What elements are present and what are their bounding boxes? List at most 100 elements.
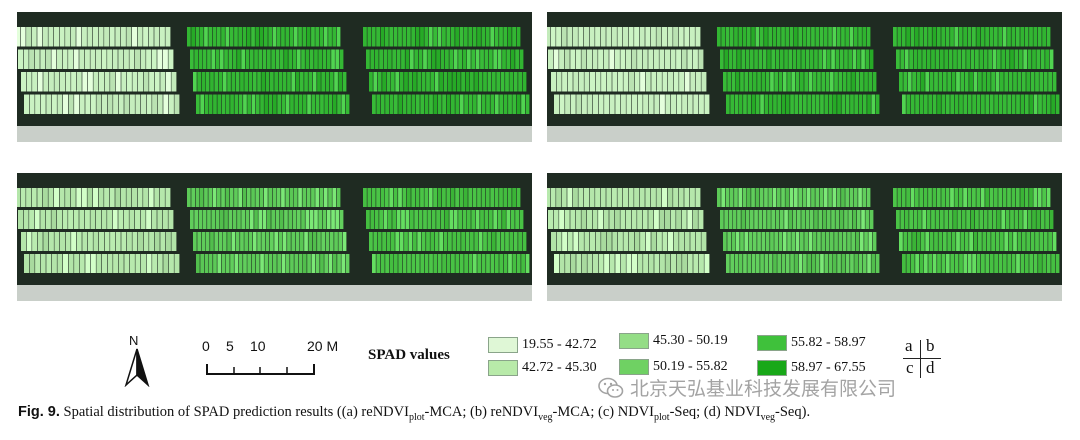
plot-cell	[634, 188, 640, 207]
plot-cell	[487, 232, 492, 251]
plot-cell	[938, 232, 943, 251]
plot-cell	[26, 232, 32, 251]
plot-cell	[334, 232, 338, 251]
plot-cell	[923, 254, 928, 273]
plot-cell	[374, 49, 379, 69]
plot-cell	[472, 188, 477, 207]
plot-cell	[919, 188, 924, 207]
plot-cell	[149, 232, 155, 251]
plot-cell	[468, 254, 473, 273]
plot-cell	[407, 94, 411, 114]
plot-cell	[671, 94, 676, 114]
plot-cell	[503, 94, 508, 114]
plot-cell	[463, 27, 468, 47]
plot-cell	[462, 210, 467, 229]
plot-cell	[935, 210, 940, 229]
plot-cell	[931, 210, 935, 229]
plot-cell	[204, 254, 209, 273]
plot-cell	[307, 94, 311, 114]
plot-cell	[325, 232, 330, 251]
plot-cell	[1010, 49, 1014, 69]
plot-grid-d	[547, 188, 1062, 301]
plot-cell	[525, 94, 530, 114]
plot-cell	[285, 254, 290, 273]
plot-cell	[994, 94, 998, 114]
plot-cell	[468, 27, 473, 47]
plot-cell	[259, 188, 264, 207]
plot-cell	[409, 210, 414, 229]
plot-cell	[547, 188, 550, 207]
plot-cell	[314, 210, 318, 229]
plot-cell	[665, 254, 671, 273]
plot-cell	[838, 72, 843, 92]
plot-cell	[871, 94, 876, 114]
plot-cell	[620, 254, 626, 273]
plot-cell	[784, 49, 788, 69]
plot-cell	[494, 254, 499, 273]
plot-cell	[512, 27, 516, 47]
plot-cell	[798, 94, 803, 114]
plot-cell	[291, 72, 296, 92]
plot-cell	[926, 210, 931, 229]
plot-cell	[493, 210, 498, 229]
scale-bar-line	[206, 364, 315, 375]
plot-cell	[814, 210, 818, 229]
plot-cell	[408, 232, 413, 251]
plot-cell	[415, 188, 420, 207]
plot-cell	[724, 210, 728, 229]
plot-cell	[717, 27, 721, 47]
plot-cell	[872, 232, 877, 251]
plot-cell	[26, 27, 32, 47]
plot-cell	[785, 94, 790, 114]
plot-cell	[194, 210, 198, 229]
legend-label-4: 50.19 - 55.82	[653, 359, 728, 374]
plot-cell	[593, 254, 598, 273]
plot-cell	[87, 188, 93, 207]
plot-cell	[575, 210, 581, 229]
plot-cell	[988, 49, 992, 69]
plot-cell	[1002, 254, 1007, 273]
plot-cell	[302, 188, 307, 207]
plot-cell	[464, 254, 468, 273]
plot-cell	[478, 72, 483, 92]
plot-cell	[424, 94, 429, 114]
plot-cell	[966, 49, 970, 69]
plot-cell	[667, 27, 673, 47]
plot-cell	[477, 254, 482, 273]
plot-cell	[632, 94, 637, 114]
plot-cell	[947, 232, 952, 251]
plot-cell	[234, 27, 238, 47]
plot-cell	[31, 27, 37, 47]
plot-cell	[274, 232, 278, 251]
plot-cell	[451, 94, 455, 114]
plot-cell	[992, 49, 997, 69]
plot-cell	[692, 49, 698, 69]
plot-cell	[146, 210, 152, 229]
plot-cell	[629, 232, 634, 251]
plot-cell	[639, 27, 645, 47]
plot-cell	[439, 232, 443, 251]
plot-cell	[998, 94, 1003, 114]
plot-cell	[1030, 232, 1035, 251]
plot-cell	[559, 94, 565, 114]
plot-cell	[265, 232, 270, 251]
plot-cell	[204, 188, 208, 207]
plot-cell	[727, 72, 731, 92]
plot-cell	[516, 188, 521, 207]
plot-cell	[443, 72, 448, 92]
plot-cell	[417, 232, 422, 251]
plot-cell	[196, 254, 200, 273]
plot-cell	[982, 232, 987, 251]
plot-cell	[515, 49, 519, 69]
plot-cell	[424, 188, 429, 207]
plot-cell	[961, 210, 966, 229]
plot-cell	[950, 27, 954, 47]
plot-cell	[902, 254, 906, 273]
plot-cell	[521, 254, 525, 273]
plot-cell	[836, 188, 841, 207]
plot-cell	[337, 94, 341, 114]
plot-grid-c	[17, 188, 532, 301]
plot-cell	[815, 188, 820, 207]
plot-cell	[645, 188, 651, 207]
plot-cell	[329, 72, 334, 92]
